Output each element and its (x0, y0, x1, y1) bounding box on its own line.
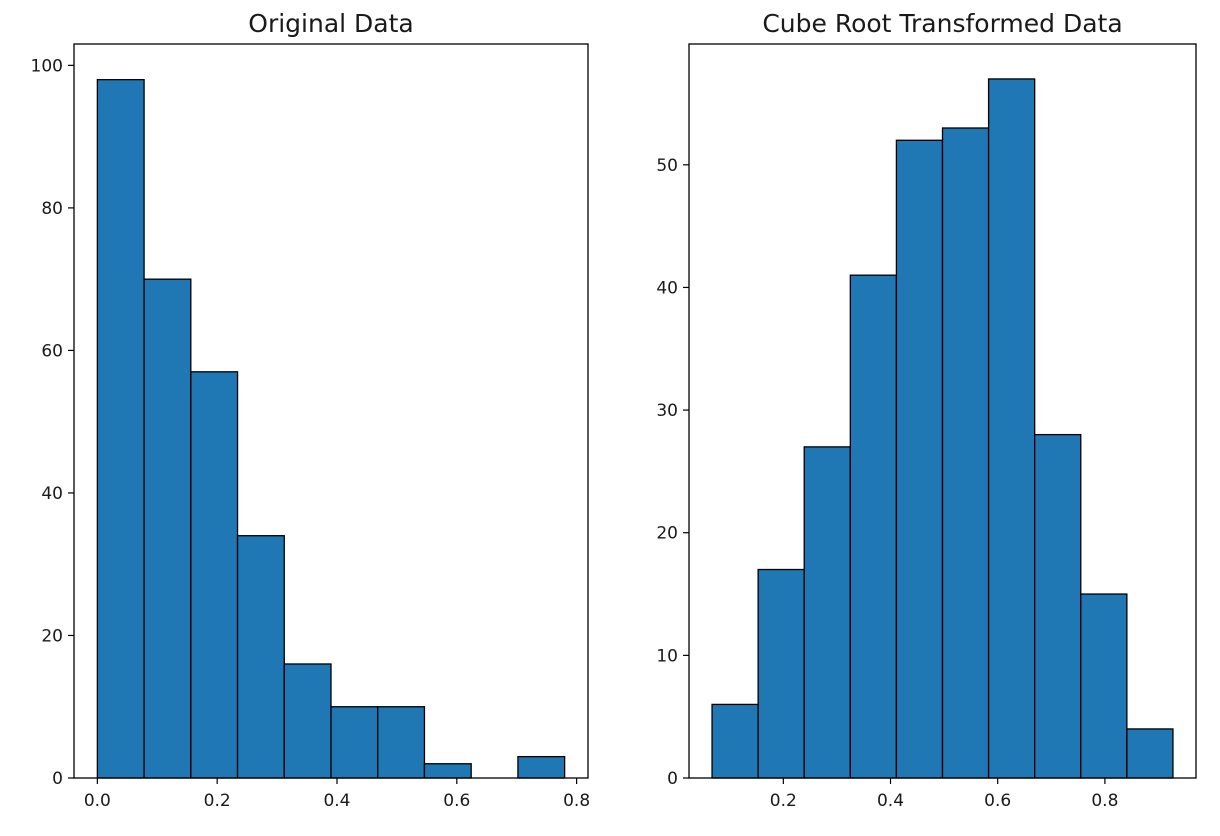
histogram-bar (803, 446, 851, 779)
y-tick-label: 40 (656, 278, 678, 298)
x-tick-label: 0.6 (984, 791, 1011, 811)
histogram-bar (330, 706, 379, 779)
histogram-bar (941, 127, 990, 779)
x-tick-label: 0.4 (323, 791, 350, 811)
histogram-bar (987, 78, 1036, 779)
y-tick-label: 60 (41, 341, 63, 361)
x-tick-label: 0.8 (563, 791, 590, 811)
bars (96, 78, 566, 779)
histogram-bar (283, 663, 332, 779)
x-tick-label: 0.2 (770, 791, 797, 811)
histogram-bar (96, 78, 145, 779)
plot-frame (73, 43, 589, 779)
x-axis-ticks: 0.0 0.2 0.4 0.6 0.8 (84, 778, 590, 811)
x-tick-label: 0.4 (877, 791, 904, 811)
histogram-bar (895, 139, 944, 779)
histogram-bar (1034, 433, 1082, 779)
y-tick-label: 40 (41, 484, 63, 504)
histogram-bar (236, 535, 285, 779)
histogram-bar (377, 706, 426, 779)
bars (711, 78, 1174, 779)
y-tick-label: 20 (41, 626, 63, 646)
y-tick-label: 20 (656, 524, 678, 544)
histogram-bar (711, 703, 759, 779)
y-tick-label: 30 (656, 401, 678, 421)
y-tick-label: 50 (656, 156, 678, 176)
histogram-bar (1080, 593, 1128, 779)
x-axis-ticks: 0.2 0.4 0.6 0.8 (770, 778, 1118, 811)
x-tick-label: 0.6 (443, 791, 470, 811)
histogram-bar (757, 568, 805, 779)
y-tick-label: 0 (52, 769, 63, 789)
histogram-bar (423, 763, 472, 779)
y-axis-ticks: 0 10 20 30 40 50 (656, 156, 689, 789)
plot-frame (688, 43, 1197, 779)
x-tick-label: 0.0 (84, 791, 111, 811)
histogram-bar (517, 755, 566, 779)
x-tick-label: 0.2 (204, 791, 231, 811)
y-tick-label: 0 (667, 769, 678, 789)
chart-title: Cube Root Transformed Data (762, 9, 1122, 38)
y-tick-label: 80 (41, 199, 63, 219)
histogram-bar (1126, 728, 1174, 779)
y-tick-label: 100 (31, 56, 63, 76)
histogram-bar (143, 278, 192, 779)
histogram-bar (190, 371, 239, 779)
histogram-bar (849, 274, 898, 779)
chart-title: Original Data (248, 9, 413, 38)
cube-root-transformed-data-panel: Cube Root Transformed Data 0.2 0.4 0.6 0.8 … (656, 9, 1197, 811)
y-tick-label: 10 (656, 646, 678, 666)
y-axis-ticks: 0 20 40 60 80 100 (31, 56, 74, 789)
original-data-panel: Original Data 0.0 0.2 0.4 0.6 0.8 0 20 40 60 80 1… (31, 9, 591, 811)
x-tick-label: 0.8 (1091, 791, 1118, 811)
